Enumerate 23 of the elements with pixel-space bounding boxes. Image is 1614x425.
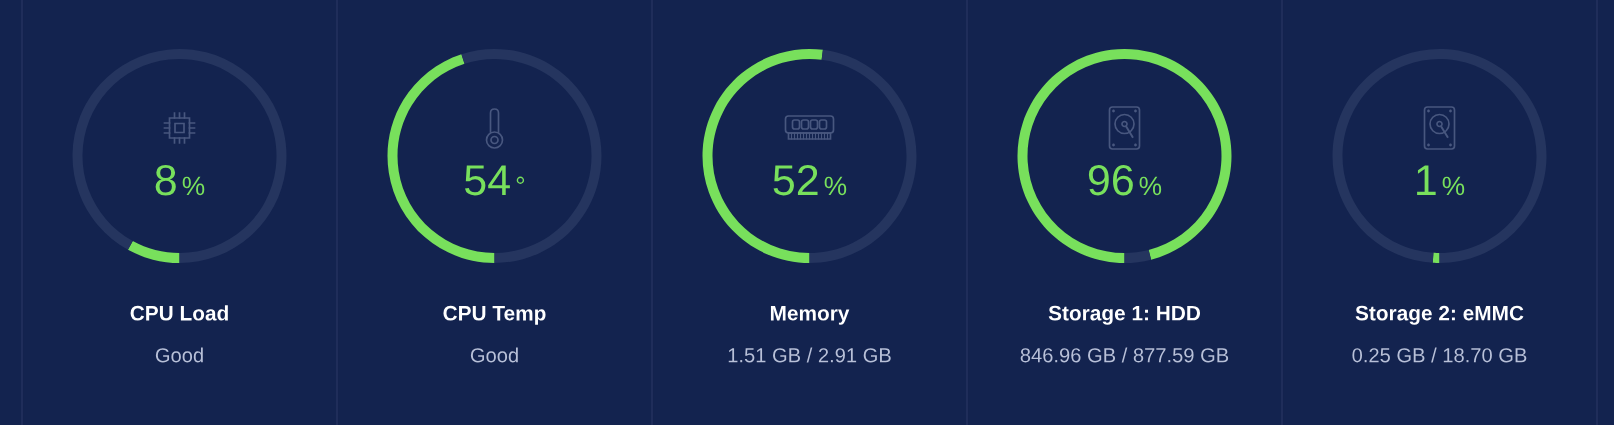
donut-slice (72, 49, 287, 263)
text: 96% (1088, 164, 1162, 196)
text: Memory (770, 306, 850, 325)
text: CPU Temp (443, 305, 546, 325)
text: 1% (1417, 165, 1465, 196)
text: Good (155, 347, 203, 363)
text: 0.25 GB / 18.70 GB (1352, 347, 1527, 363)
text: 8% (155, 164, 205, 196)
text: 54° (464, 165, 525, 196)
donut-slice (1332, 49, 1547, 263)
text: CPU Load (130, 305, 228, 321)
text: 846.96 GB / 877.59 GB (1020, 347, 1229, 363)
donut-slice (1017, 49, 1232, 263)
donut-slice (702, 49, 823, 263)
text: Storage 1: HDD (1048, 305, 1201, 325)
text: Storage 2: eMMC (1355, 305, 1524, 325)
donut-slice (127, 241, 180, 263)
text: Good (470, 347, 518, 363)
text: 1.51 GB / 2.91 GB (728, 347, 891, 363)
donut-slice (1124, 249, 1152, 263)
text: 52% (773, 164, 847, 196)
donut-slice (461, 49, 602, 263)
donut-slice (1432, 252, 1440, 263)
